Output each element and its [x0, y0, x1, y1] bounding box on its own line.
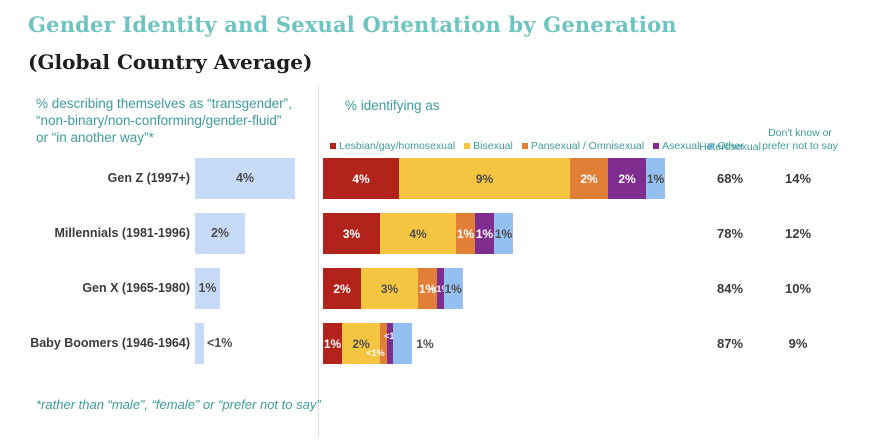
panel-divider	[318, 86, 319, 438]
heterosexual-value: 87%	[716, 336, 744, 351]
left-header-line-2: “non-binary/non-conforming/gender-fluid”	[36, 113, 282, 128]
segment-pansexual: 2%	[570, 158, 608, 199]
heterosexual-value: 68%	[716, 171, 744, 186]
segment-value: 1%	[323, 336, 342, 351]
segment-pansexual: <1%	[367, 323, 387, 364]
generation-row: Millennials (1981-1996) 2% 3% 4% 1% 1% 1% 78% 12…	[0, 213, 887, 254]
segment-value: 1%	[444, 281, 462, 296]
segment-value: <1%	[384, 331, 402, 341]
transgender-value: <1%	[207, 336, 233, 350]
segment-value: 1%	[475, 226, 494, 241]
segment-value: 1%	[416, 336, 434, 351]
segment-bisexual: 4%	[380, 213, 456, 254]
generation-label: Millennials (1981-1996)	[54, 226, 190, 240]
right-chart-header: % identifying as	[345, 98, 440, 113]
footnote: *rather than “male”, “female” or “prefer…	[36, 397, 321, 412]
segment-value: 2%	[333, 281, 351, 296]
legend-item-other: Other	[708, 140, 744, 152]
heterosexual-value: 84%	[716, 281, 744, 296]
segment-other: 1%	[646, 158, 665, 199]
column-header-heterosexual: Heterosexual	[699, 141, 761, 153]
legend-item-bisexual: Bisexual	[464, 140, 513, 152]
legend-label: Other	[717, 140, 744, 152]
legend-label: Bisexual	[473, 140, 513, 152]
left-header-line-3: or “in another way”*	[36, 130, 154, 145]
legend: Lesbian/gay/homosexual Bisexual Pansexual …	[330, 140, 744, 152]
page-title: Gender Identity and Sexual Orientation b…	[28, 12, 677, 37]
orientation-stacked-bar: 4% 9% 2% 2% 1%	[323, 158, 665, 199]
orientation-stacked-bar: 1%2%<1%<1%1%	[323, 323, 434, 364]
segment-value: 2%	[618, 171, 636, 186]
segment-value: 4%	[352, 171, 370, 186]
transgender-bar: 2%	[195, 213, 245, 254]
transgender-value: 2%	[210, 226, 230, 240]
segment-value: 3%	[380, 281, 399, 296]
segment-lesbian: 2%	[323, 268, 361, 309]
legend-item-asexual: Asexual	[653, 140, 699, 152]
page-subtitle: (Global Country Average)	[28, 50, 313, 74]
segment-other: 1%	[494, 213, 513, 254]
legend-item-pansexual: Pansexual / Omnisexual	[521, 140, 645, 152]
left-header-line-1: % describing themselves as “transgender”…	[36, 96, 292, 111]
legend-label: Pansexual / Omnisexual	[530, 140, 645, 152]
generation-row: Gen X (1965-1980) 1% 2% 3% 1% <1% 1% 84% 10%	[0, 268, 887, 309]
legend-label: Asexual	[662, 140, 700, 152]
dontknow-value: 12%	[784, 226, 812, 241]
legend-label: Lesbian/gay/homosexual	[339, 140, 456, 152]
segment-lesbian: 4%	[323, 158, 399, 199]
legend-swatch-icon	[464, 143, 471, 149]
segment-asexual: <1%	[384, 323, 402, 364]
transgender-value: 1%	[198, 281, 217, 295]
legend-swatch-icon	[521, 143, 528, 149]
heterosexual-value: 78%	[716, 226, 744, 241]
dontknow-value: 9%	[788, 336, 808, 351]
left-chart-header: % describing themselves as “transgender”…	[36, 95, 292, 146]
column-header-dontknow: Don't know or prefer not to say	[762, 127, 838, 153]
segment-bisexual: 3%	[361, 268, 418, 309]
segment-value: 4%	[409, 226, 427, 241]
segment-lesbian: 3%	[323, 213, 380, 254]
dontknow-value: 14%	[784, 171, 812, 186]
segment-other: 1%	[393, 323, 434, 364]
generation-row: Baby Boomers (1946-1964)<1%1%2%<1%<1%1%8…	[0, 323, 887, 364]
transgender-value: 4%	[235, 171, 255, 185]
segment-asexual: 1%	[475, 213, 494, 254]
segment-value: 1%	[456, 226, 475, 241]
legend-swatch-icon	[708, 143, 715, 149]
transgender-bar	[195, 323, 204, 364]
segment-value: 3%	[342, 226, 361, 241]
segment-pansexual: 1%	[418, 268, 437, 309]
generation-label: Gen Z (1997+)	[107, 171, 190, 185]
segment-value: <1%	[431, 283, 450, 294]
legend-swatch-icon	[330, 143, 336, 149]
segment-lesbian: 1%	[323, 323, 342, 364]
transgender-bar: 1%	[195, 268, 220, 309]
transgender-bar: 4%	[195, 158, 295, 199]
legend-item-lesbian: Lesbian/gay/homosexual	[330, 140, 455, 152]
segment-value: 9%	[475, 171, 494, 186]
segment-bisexual: 2%	[342, 323, 380, 364]
segment-value: <1%	[366, 347, 385, 358]
segment-other: 1%	[443, 268, 463, 309]
segment-value: 1%	[646, 171, 665, 186]
dontknow-value: 10%	[784, 281, 812, 296]
segment-asexual: <1%	[431, 268, 449, 309]
orientation-stacked-bar: 2% 3% 1% <1% 1%	[323, 268, 463, 309]
generation-label: Gen X (1965-1980)	[82, 281, 190, 295]
orientation-stacked-bar: 3% 4% 1% 1% 1%	[323, 213, 513, 254]
segment-pansexual: 1%	[456, 213, 475, 254]
segment-value: 1%	[494, 226, 513, 241]
segment-asexual: 2%	[608, 158, 646, 199]
generation-label: Baby Boomers (1946-1964)	[30, 336, 190, 350]
segment-bisexual: 9%	[399, 158, 570, 199]
segment-value: 2%	[580, 171, 598, 186]
segment-value: 2%	[352, 336, 370, 351]
segment-value: 1%	[418, 281, 437, 296]
generation-row: Gen Z (1997+) 4% 4% 9% 2% 2% 1% 68% 14%	[0, 158, 887, 199]
legend-swatch-icon	[653, 143, 660, 149]
